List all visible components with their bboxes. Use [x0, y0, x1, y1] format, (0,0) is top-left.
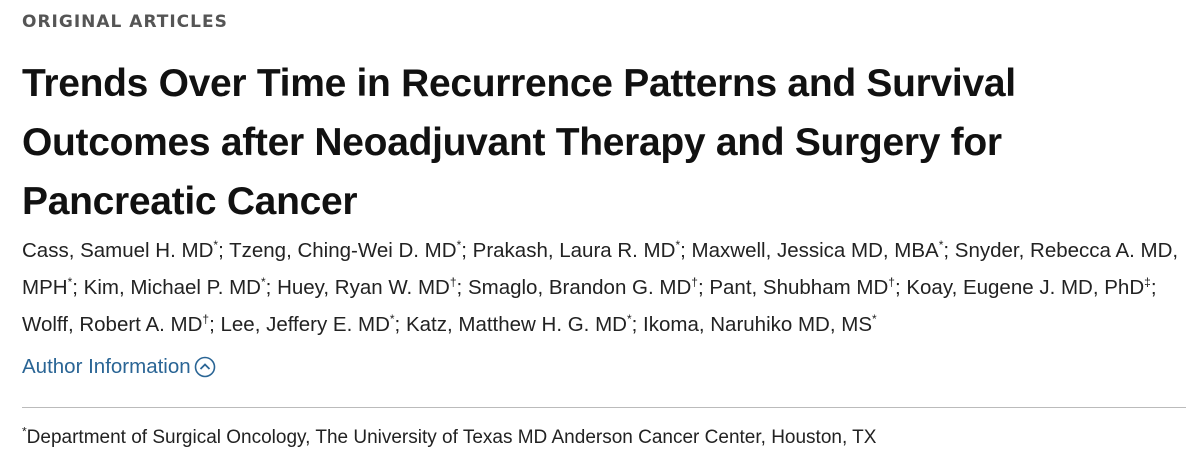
- author-separator: ;: [456, 276, 468, 299]
- affiliation-text: Department of Surgical Oncology, The Uni…: [26, 427, 877, 448]
- author-separator: ;: [461, 239, 473, 262]
- author-separator: ;: [209, 313, 221, 336]
- author-separator: ;: [894, 276, 907, 299]
- author[interactable]: Prakash, Laura R. MD*: [473, 239, 680, 262]
- author-mark: *: [626, 312, 632, 327]
- author[interactable]: Cass, Samuel H. MD*: [22, 239, 218, 262]
- author-name[interactable]: Cass, Samuel H. MD: [22, 239, 214, 262]
- author-list: Cass, Samuel H. MD*; Tzeng, Ching-Wei D.…: [22, 232, 1182, 343]
- author-mark: *: [67, 275, 73, 290]
- collapse-icon[interactable]: [194, 356, 216, 378]
- author-mark: *: [260, 275, 266, 290]
- author-mark: ‡: [1144, 275, 1151, 290]
- affiliation-mark: *: [22, 424, 27, 439]
- author-mark: †: [691, 275, 698, 290]
- author-name[interactable]: Kim, Michael P. MD: [83, 276, 261, 299]
- author-name[interactable]: Wolff, Robert A. MD: [22, 313, 203, 336]
- author-mark: *: [389, 312, 395, 327]
- author-name[interactable]: Smaglo, Brandon G. MD: [467, 276, 692, 299]
- author-name[interactable]: Prakash, Laura R. MD: [472, 239, 676, 262]
- author-mark: †: [449, 275, 457, 290]
- author-separator: ;: [631, 313, 644, 336]
- author[interactable]: Tzeng, Ching-Wei D. MD*: [229, 239, 461, 262]
- author[interactable]: Wolff, Robert A. MD†: [22, 313, 209, 336]
- author-name[interactable]: Lee, Jeffery E. MD: [220, 313, 390, 336]
- author-name[interactable]: Tzeng, Ching-Wei D. MD: [229, 239, 457, 262]
- author-information-toggle[interactable]: Author Information: [22, 355, 216, 379]
- author[interactable]: Maxwell, Jessica MD, MBA*: [692, 239, 944, 262]
- author-name[interactable]: Katz, Matthew H. G. MD: [405, 313, 627, 336]
- author[interactable]: Kim, Michael P. MD*: [84, 276, 266, 299]
- author-mark: *: [675, 238, 681, 253]
- author-separator: ;: [218, 239, 230, 262]
- author-separator: ;: [1150, 276, 1157, 299]
- affiliation-list: *Department of Surgical Oncology, The Un…: [22, 424, 877, 449]
- author-separator: ;: [265, 276, 278, 299]
- author-name[interactable]: Huey, Ryan W. MD: [277, 276, 450, 299]
- author[interactable]: Koay, Eugene J. MD, PhD‡: [906, 276, 1150, 299]
- author[interactable]: Pant, Shubham MD†: [709, 276, 895, 299]
- author[interactable]: Ikoma, Naruhiko MD, MS*: [643, 313, 877, 336]
- author-name[interactable]: Koay, Eugene J. MD, PhD: [906, 276, 1145, 299]
- author-name[interactable]: Ikoma, Naruhiko MD, MS: [643, 313, 873, 336]
- author-separator: ;: [943, 239, 955, 262]
- author-mark: †: [202, 312, 210, 327]
- affiliation: *Department of Surgical Oncology, The Un…: [22, 424, 877, 449]
- article-title: Trends Over Time in Recurrence Patterns …: [22, 62, 1016, 223]
- section-label: ORIGINAL ARTICLES: [22, 12, 228, 32]
- author[interactable]: Huey, Ryan W. MD†: [277, 276, 456, 299]
- author-mark: *: [872, 312, 877, 327]
- author-separator: ;: [680, 239, 692, 262]
- author[interactable]: Katz, Matthew H. G. MD*: [406, 313, 632, 336]
- author-mark: *: [213, 238, 219, 253]
- author-name[interactable]: Pant, Shubham MD: [709, 276, 889, 299]
- author[interactable]: Snyder, Rebecca A. MD, MPH*: [22, 239, 1178, 299]
- author-mark: †: [888, 275, 895, 290]
- author-name[interactable]: Snyder, Rebecca A. MD, MPH: [22, 239, 1179, 299]
- author-separator: ;: [72, 276, 84, 299]
- author-information-link[interactable]: Author Information: [22, 355, 191, 378]
- author-separator: ;: [697, 276, 710, 299]
- author[interactable]: Smaglo, Brandon G. MD†: [468, 276, 698, 299]
- author-name[interactable]: Maxwell, Jessica MD, MBA: [691, 239, 939, 262]
- author-mark: *: [456, 238, 462, 253]
- divider: [22, 407, 1186, 408]
- author[interactable]: Lee, Jeffery E. MD*: [220, 313, 394, 336]
- author-separator: ;: [394, 313, 406, 336]
- author-mark: *: [938, 238, 944, 253]
